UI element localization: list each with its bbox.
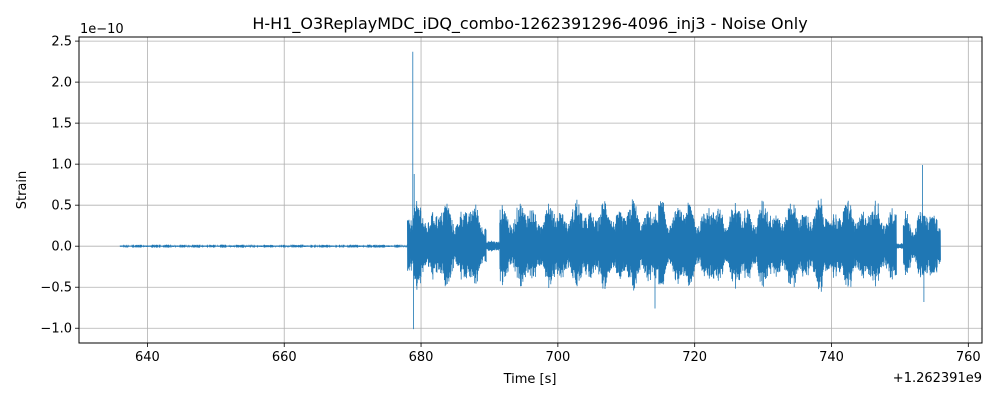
x-axis-ticks: 640 660 680 700 720 740 760 [135, 343, 981, 365]
strain-series-line [119, 51, 941, 330]
y-axis-label: Strain [15, 171, 30, 210]
y-tick-label: 1.5 [51, 117, 72, 132]
x-offset-label: +1.262391e9 [893, 371, 982, 386]
x-axis-label: Time [s] [503, 372, 557, 387]
y-axis-ticks: −1.0 −0.5 0.0 0.5 1.0 1.5 2.0 2.5 [40, 35, 79, 337]
y-tick-label: −1.0 [40, 322, 72, 337]
y-tick-label: 0.5 [51, 199, 72, 214]
x-tick-label: 740 [819, 350, 844, 365]
chart-title: H-H1_O3ReplayMDC_iDQ_combo-1262391296-40… [252, 14, 807, 34]
y-tick-label: 1.0 [51, 158, 72, 173]
x-tick-label: 760 [956, 350, 981, 365]
x-tick-label: 640 [135, 350, 160, 365]
x-tick-label: 660 [272, 350, 297, 365]
grid-lines [79, 37, 982, 343]
y-tick-label: 0.0 [51, 240, 72, 255]
y-scale-label: 1e−10 [80, 22, 124, 37]
y-tick-label: −0.5 [40, 281, 72, 296]
y-tick-label: 2.5 [51, 35, 72, 50]
axes-frame [78, 36, 983, 344]
y-tick-label: 2.0 [51, 76, 72, 91]
x-tick-label: 700 [545, 350, 570, 365]
plot-area [119, 51, 941, 330]
x-tick-label: 720 [682, 350, 707, 365]
x-tick-label: 680 [409, 350, 434, 365]
